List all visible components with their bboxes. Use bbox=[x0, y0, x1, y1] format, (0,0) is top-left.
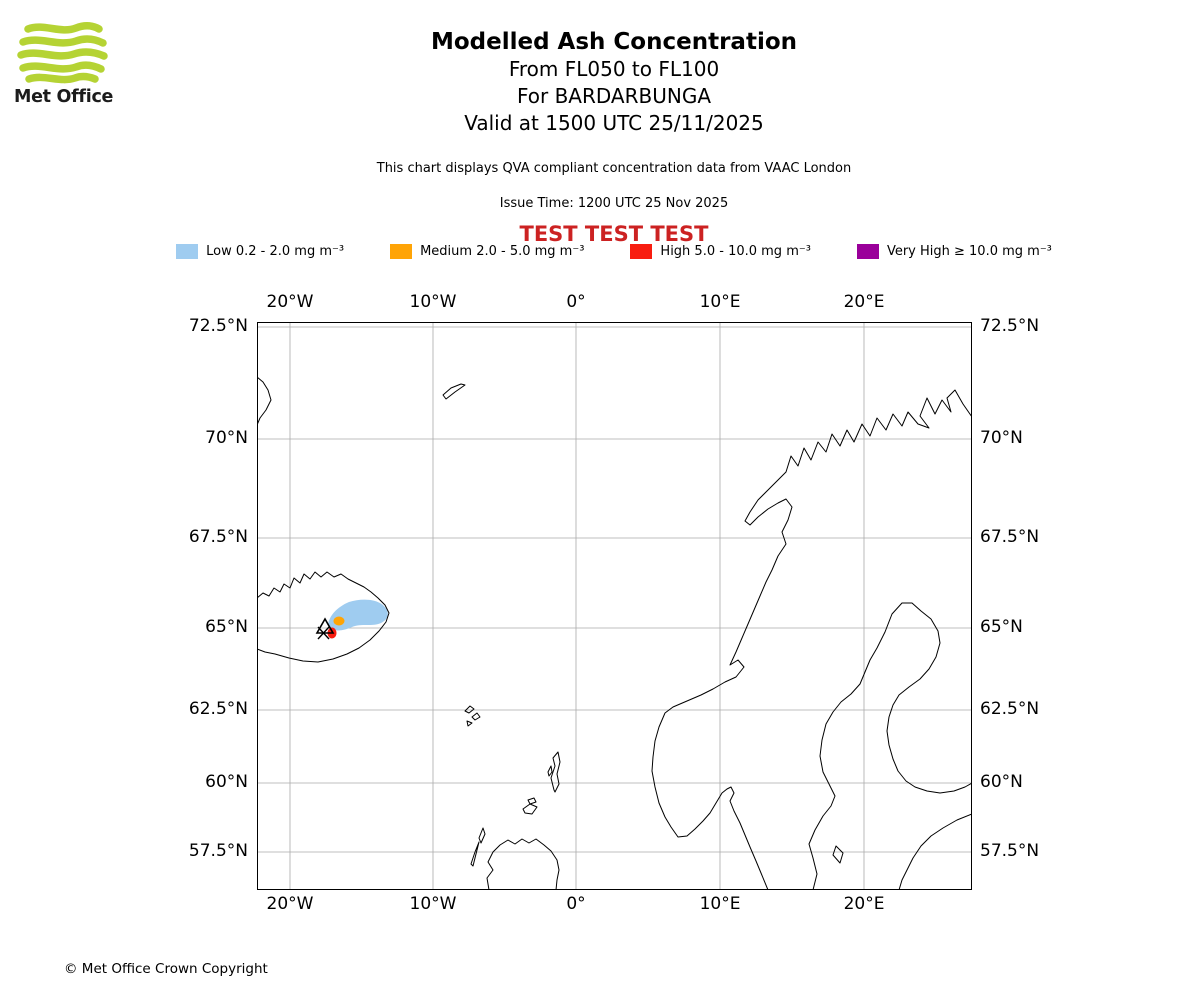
map-border bbox=[257, 322, 972, 890]
x-tick-bottom-0: 0° bbox=[566, 894, 586, 914]
map-plot bbox=[256, 322, 973, 891]
y-tick-right-67-5: 67.5°N bbox=[980, 527, 1040, 547]
coast-baltic bbox=[808, 602, 973, 891]
y-tick-right-62-5: 62.5°N bbox=[980, 699, 1040, 719]
coast-estonia bbox=[898, 813, 973, 891]
legend-label-low: Low 0.2 - 2.0 mg m⁻³ bbox=[206, 244, 345, 259]
legend-item-low: Low 0.2 - 2.0 mg m⁻³ bbox=[176, 244, 344, 259]
legend-swatch-medium bbox=[390, 244, 413, 259]
y-tick-right-72-5: 72.5°N bbox=[980, 316, 1040, 336]
x-tick-bottom-10e: 10°E bbox=[699, 894, 741, 914]
coast-gotland bbox=[832, 845, 844, 864]
y-tick-left-70: 70°N bbox=[205, 428, 248, 448]
ash-plume bbox=[327, 599, 388, 639]
header: Modelled Ash Concentration From FL050 to… bbox=[14, 28, 1200, 246]
y-tick-left-60: 60°N bbox=[205, 772, 248, 792]
x-tick-top-20e: 20°E bbox=[843, 292, 885, 312]
coast-jan-mayen bbox=[442, 383, 466, 400]
subtitle-valid-time: Valid at 1500 UTC 25/11/2025 bbox=[464, 111, 764, 135]
coast-orkney bbox=[522, 797, 538, 815]
issue-time: Issue Time: 1200 UTC 25 Nov 2025 bbox=[499, 196, 729, 211]
x-tick-bottom-20e: 20°E bbox=[843, 894, 885, 914]
legend-label-medium: Medium 2.0 - 5.0 mg m⁻³ bbox=[420, 244, 585, 259]
coast-shetland bbox=[547, 751, 561, 793]
y-tick-left-67-5: 67.5°N bbox=[188, 527, 248, 547]
qva-note: This chart displays QVA compliant concen… bbox=[376, 161, 852, 176]
x-tick-top-20w: 20°W bbox=[266, 292, 314, 312]
coastlines bbox=[256, 376, 973, 891]
y-tick-left-62-5: 62.5°N bbox=[188, 699, 248, 719]
logo-text: Met Office bbox=[14, 87, 114, 107]
coast-faroe bbox=[464, 705, 481, 727]
coast-greenland bbox=[256, 376, 272, 426]
map-svg bbox=[256, 322, 973, 891]
y-tick-right-65: 65°N bbox=[980, 617, 1023, 637]
coast-iceland bbox=[256, 571, 390, 663]
y-tick-left-72-5: 72.5°N bbox=[188, 316, 248, 336]
ash-plume-medium bbox=[333, 616, 345, 626]
copyright: © Met Office Crown Copyright bbox=[64, 961, 268, 977]
test-banner: TEST TEST TEST bbox=[519, 222, 709, 246]
x-tick-bottom-20w: 20°W bbox=[266, 894, 314, 914]
legend: Low 0.2 - 2.0 mg m⁻³ Medium 2.0 - 5.0 mg… bbox=[14, 244, 1200, 259]
legend-item-high: High 5.0 - 10.0 mg m⁻³ bbox=[630, 244, 811, 259]
x-tick-top-10e: 10°E bbox=[699, 292, 741, 312]
legend-item-very-high: Very High ≥ 10.0 mg m⁻³ bbox=[856, 244, 1052, 259]
logo-waves-icon bbox=[17, 22, 108, 84]
x-tick-bottom-10w: 10°W bbox=[409, 894, 457, 914]
legend-swatch-very-high bbox=[856, 244, 879, 259]
volcano-marker-icon bbox=[315, 617, 335, 640]
y-tick-left-57-5: 57.5°N bbox=[188, 841, 248, 861]
legend-swatch-low bbox=[176, 244, 199, 259]
y-tick-right-60: 60°N bbox=[980, 772, 1023, 792]
subtitle-volcano: For BARDARBUNGA bbox=[516, 84, 712, 108]
gridlines bbox=[257, 322, 972, 890]
y-tick-right-57-5: 57.5°N bbox=[980, 841, 1040, 861]
legend-label-high: High 5.0 - 10.0 mg m⁻³ bbox=[660, 244, 811, 259]
page-title: Modelled Ash Concentration bbox=[430, 29, 798, 55]
y-tick-right-70: 70°N bbox=[980, 428, 1023, 448]
legend-swatch-high bbox=[630, 244, 653, 259]
legend-label-very-high: Very High ≥ 10.0 mg m⁻³ bbox=[886, 244, 1052, 259]
subtitle-flight-levels: From FL050 to FL100 bbox=[508, 57, 720, 81]
met-office-logo: Met Office bbox=[14, 22, 114, 107]
x-tick-top-0: 0° bbox=[566, 292, 586, 312]
coast-hebrides bbox=[470, 827, 486, 867]
y-tick-left-65: 65°N bbox=[205, 617, 248, 637]
coast-norway bbox=[651, 389, 973, 891]
coast-scotland bbox=[486, 838, 560, 891]
legend-item-medium: Medium 2.0 - 5.0 mg m⁻³ bbox=[390, 244, 584, 259]
x-tick-top-10w: 10°W bbox=[409, 292, 457, 312]
